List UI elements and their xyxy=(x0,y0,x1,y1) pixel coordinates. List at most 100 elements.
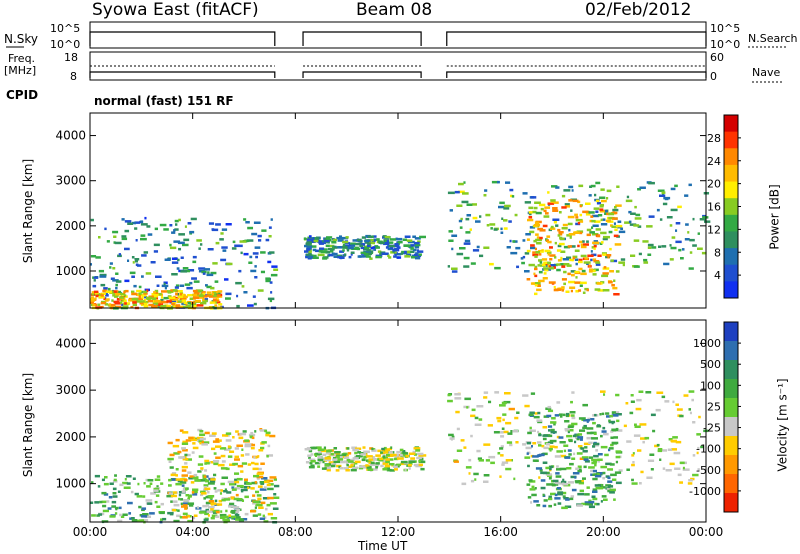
velocity-echo-cell xyxy=(609,414,614,418)
power-echo-cell xyxy=(243,218,247,221)
power-echo-cell xyxy=(647,243,654,247)
velocity-echo-cell xyxy=(200,492,207,495)
velocity-echo-cell xyxy=(640,437,647,440)
power-echo-cell xyxy=(582,240,585,243)
velocity-echo-cell xyxy=(328,461,336,464)
power-echo-cell xyxy=(561,206,567,209)
power-echo-cell xyxy=(548,281,556,284)
velocity-echo-cell xyxy=(112,495,118,498)
velocity-echo-cell xyxy=(254,481,257,484)
velocity-echo-cell xyxy=(592,469,598,473)
power-echo-cell xyxy=(183,301,188,305)
velocity-echo-cell xyxy=(203,518,209,522)
velocity-echo-cell xyxy=(601,430,607,433)
velocity-echo-cell xyxy=(543,446,549,450)
velocity-echo-cell xyxy=(247,486,250,490)
velocity-echo-cell xyxy=(542,461,548,464)
power-echo-cell xyxy=(377,250,382,253)
velocity-echo-cell xyxy=(178,493,182,497)
velocity-echo-cell xyxy=(171,478,178,481)
velocity-echo-cell xyxy=(505,467,512,471)
velocity-echo-cell xyxy=(574,440,577,444)
power-echo-cell xyxy=(402,238,408,241)
power-echo-cell xyxy=(486,224,490,227)
velocity-echo-cell xyxy=(696,433,701,436)
velocity-echo-cell xyxy=(561,506,568,510)
power-echo-cell xyxy=(603,266,607,269)
velocity-echo-cell xyxy=(550,492,556,496)
velocity-echo-cell xyxy=(566,467,572,470)
power-echo-cell xyxy=(326,236,333,239)
velocity-echo-cell xyxy=(490,461,495,465)
power-echo-cell xyxy=(247,226,254,230)
velocity-echo-cell xyxy=(536,419,543,422)
power-echo-cell xyxy=(536,242,542,245)
power-echo-cell xyxy=(148,303,154,307)
velocity-echo-cell xyxy=(526,483,531,486)
power-echo-cell xyxy=(568,228,571,232)
power-echo-cell xyxy=(657,189,665,192)
power-echo-cell xyxy=(200,292,203,295)
power-echo-cell xyxy=(599,196,606,199)
velocity-colorbar-cell xyxy=(724,398,738,418)
velocity-echo-cell xyxy=(176,514,181,518)
velocity-echo-cell xyxy=(265,431,271,435)
velocity-echo-cell xyxy=(682,466,685,470)
power-echo-cell xyxy=(555,186,560,189)
velocity-echo-cell xyxy=(167,457,174,461)
velocity-echo-cell xyxy=(547,441,554,444)
power-echo-cell xyxy=(90,299,96,302)
power-echo-cell xyxy=(211,292,215,296)
velocity-echo-cell xyxy=(550,428,555,432)
power-echo-cell xyxy=(135,263,139,266)
power-echo-cell xyxy=(251,232,258,236)
velocity-echo-cell xyxy=(206,510,213,513)
power-echo-cell xyxy=(372,235,377,238)
power-echo-cell xyxy=(530,244,535,247)
power-colorbar-cell xyxy=(724,115,738,133)
power-echo-cell xyxy=(308,252,312,256)
power-echo-cell xyxy=(356,247,361,251)
power-echo-cell xyxy=(532,253,539,257)
power-echo-cell xyxy=(337,239,344,242)
velocity-echo-cell xyxy=(579,457,586,460)
velocity-echo-cell xyxy=(586,486,590,489)
power-echo-cell xyxy=(383,241,389,245)
power-echo-cell xyxy=(576,230,584,233)
power-echo-cell xyxy=(547,253,550,256)
power-echo-cell xyxy=(345,236,349,239)
velocity-echo-cell xyxy=(325,458,331,462)
velocity-echo-cell xyxy=(603,498,608,501)
velocity-echo-cell xyxy=(534,459,539,462)
velocity-echo-cell xyxy=(207,491,210,494)
power-echo-cell xyxy=(447,265,451,268)
velocity-colorbar-tick-label: 100 xyxy=(700,379,721,392)
velocity-echo-cell xyxy=(228,505,234,508)
velocity-echo-cell xyxy=(273,496,280,499)
velocity-echo-cell xyxy=(386,453,390,457)
velocity-echo-cell xyxy=(558,482,562,485)
velocity-echo-cell xyxy=(615,481,622,485)
velocity-echo-cell xyxy=(595,486,601,490)
velocity-echo-cell xyxy=(178,456,186,459)
power-echo-cell xyxy=(369,257,373,260)
velocity-echo-cell xyxy=(389,447,393,451)
velocity-echo-cell xyxy=(243,485,251,489)
velocity-echo-cell xyxy=(175,438,180,442)
power-echo-cell xyxy=(110,290,117,293)
power-echo-cell xyxy=(181,305,189,309)
velocity-echo-cell xyxy=(185,439,192,442)
velocity-echo-cell xyxy=(333,447,338,450)
freq-trace xyxy=(446,71,707,78)
velocity-echo-cell xyxy=(241,462,248,465)
velocity-echo-cell xyxy=(696,451,699,455)
power-echo-cell xyxy=(244,239,250,243)
power-echo-cell xyxy=(580,254,587,258)
power-echo-cell xyxy=(260,251,266,254)
velocity-echo-cell xyxy=(549,449,552,452)
velocity-echo-cell xyxy=(219,447,227,450)
velocity-echo-cell xyxy=(324,465,332,468)
velocity-echo-cell xyxy=(231,488,237,491)
power-echo-cell xyxy=(260,270,266,274)
power-echo-cell xyxy=(232,240,236,244)
